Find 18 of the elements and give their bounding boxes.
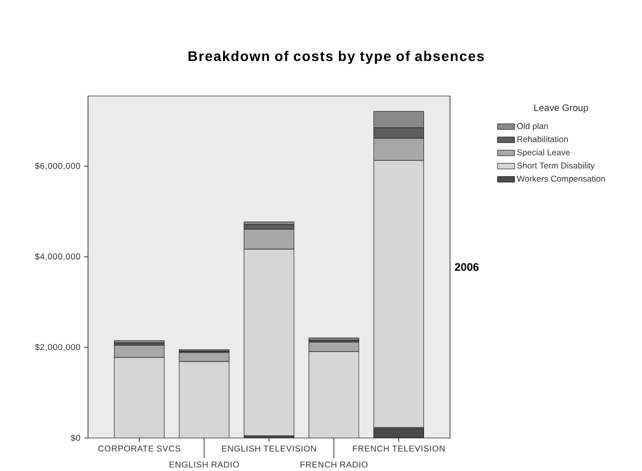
y-tick-label: $4,000,000: [34, 253, 80, 261]
y-tick-label: $2,000,000: [34, 344, 80, 352]
legend-label: Short Term Disability: [517, 162, 595, 170]
x-tick-label: ENGLISH RADIO: [170, 462, 239, 468]
legend-label: Rehabilitation: [517, 136, 568, 142]
x-tick-label: FRENCH RADIO: [300, 462, 368, 468]
x-tick-label: FRENCH TELEVISION: [352, 446, 445, 452]
y-tick-label: $0: [70, 434, 80, 442]
bar: [114, 340, 164, 344]
y-tick-label: $6,000,000: [34, 162, 80, 170]
x-tick-label: ENGLISH TELEVISION: [222, 446, 316, 452]
legend-title: Leave Group: [534, 104, 588, 114]
x-tick-label: CORPORATE SVCS: [98, 446, 180, 452]
text: 2006: [454, 263, 479, 271]
legend-label: Workers Compensation: [516, 176, 605, 184]
legend-label: Special Leave: [517, 149, 570, 158]
legend-label: Old plan: [517, 122, 548, 131]
chart-title: Breakdown of costs by type of absences: [188, 50, 484, 64]
